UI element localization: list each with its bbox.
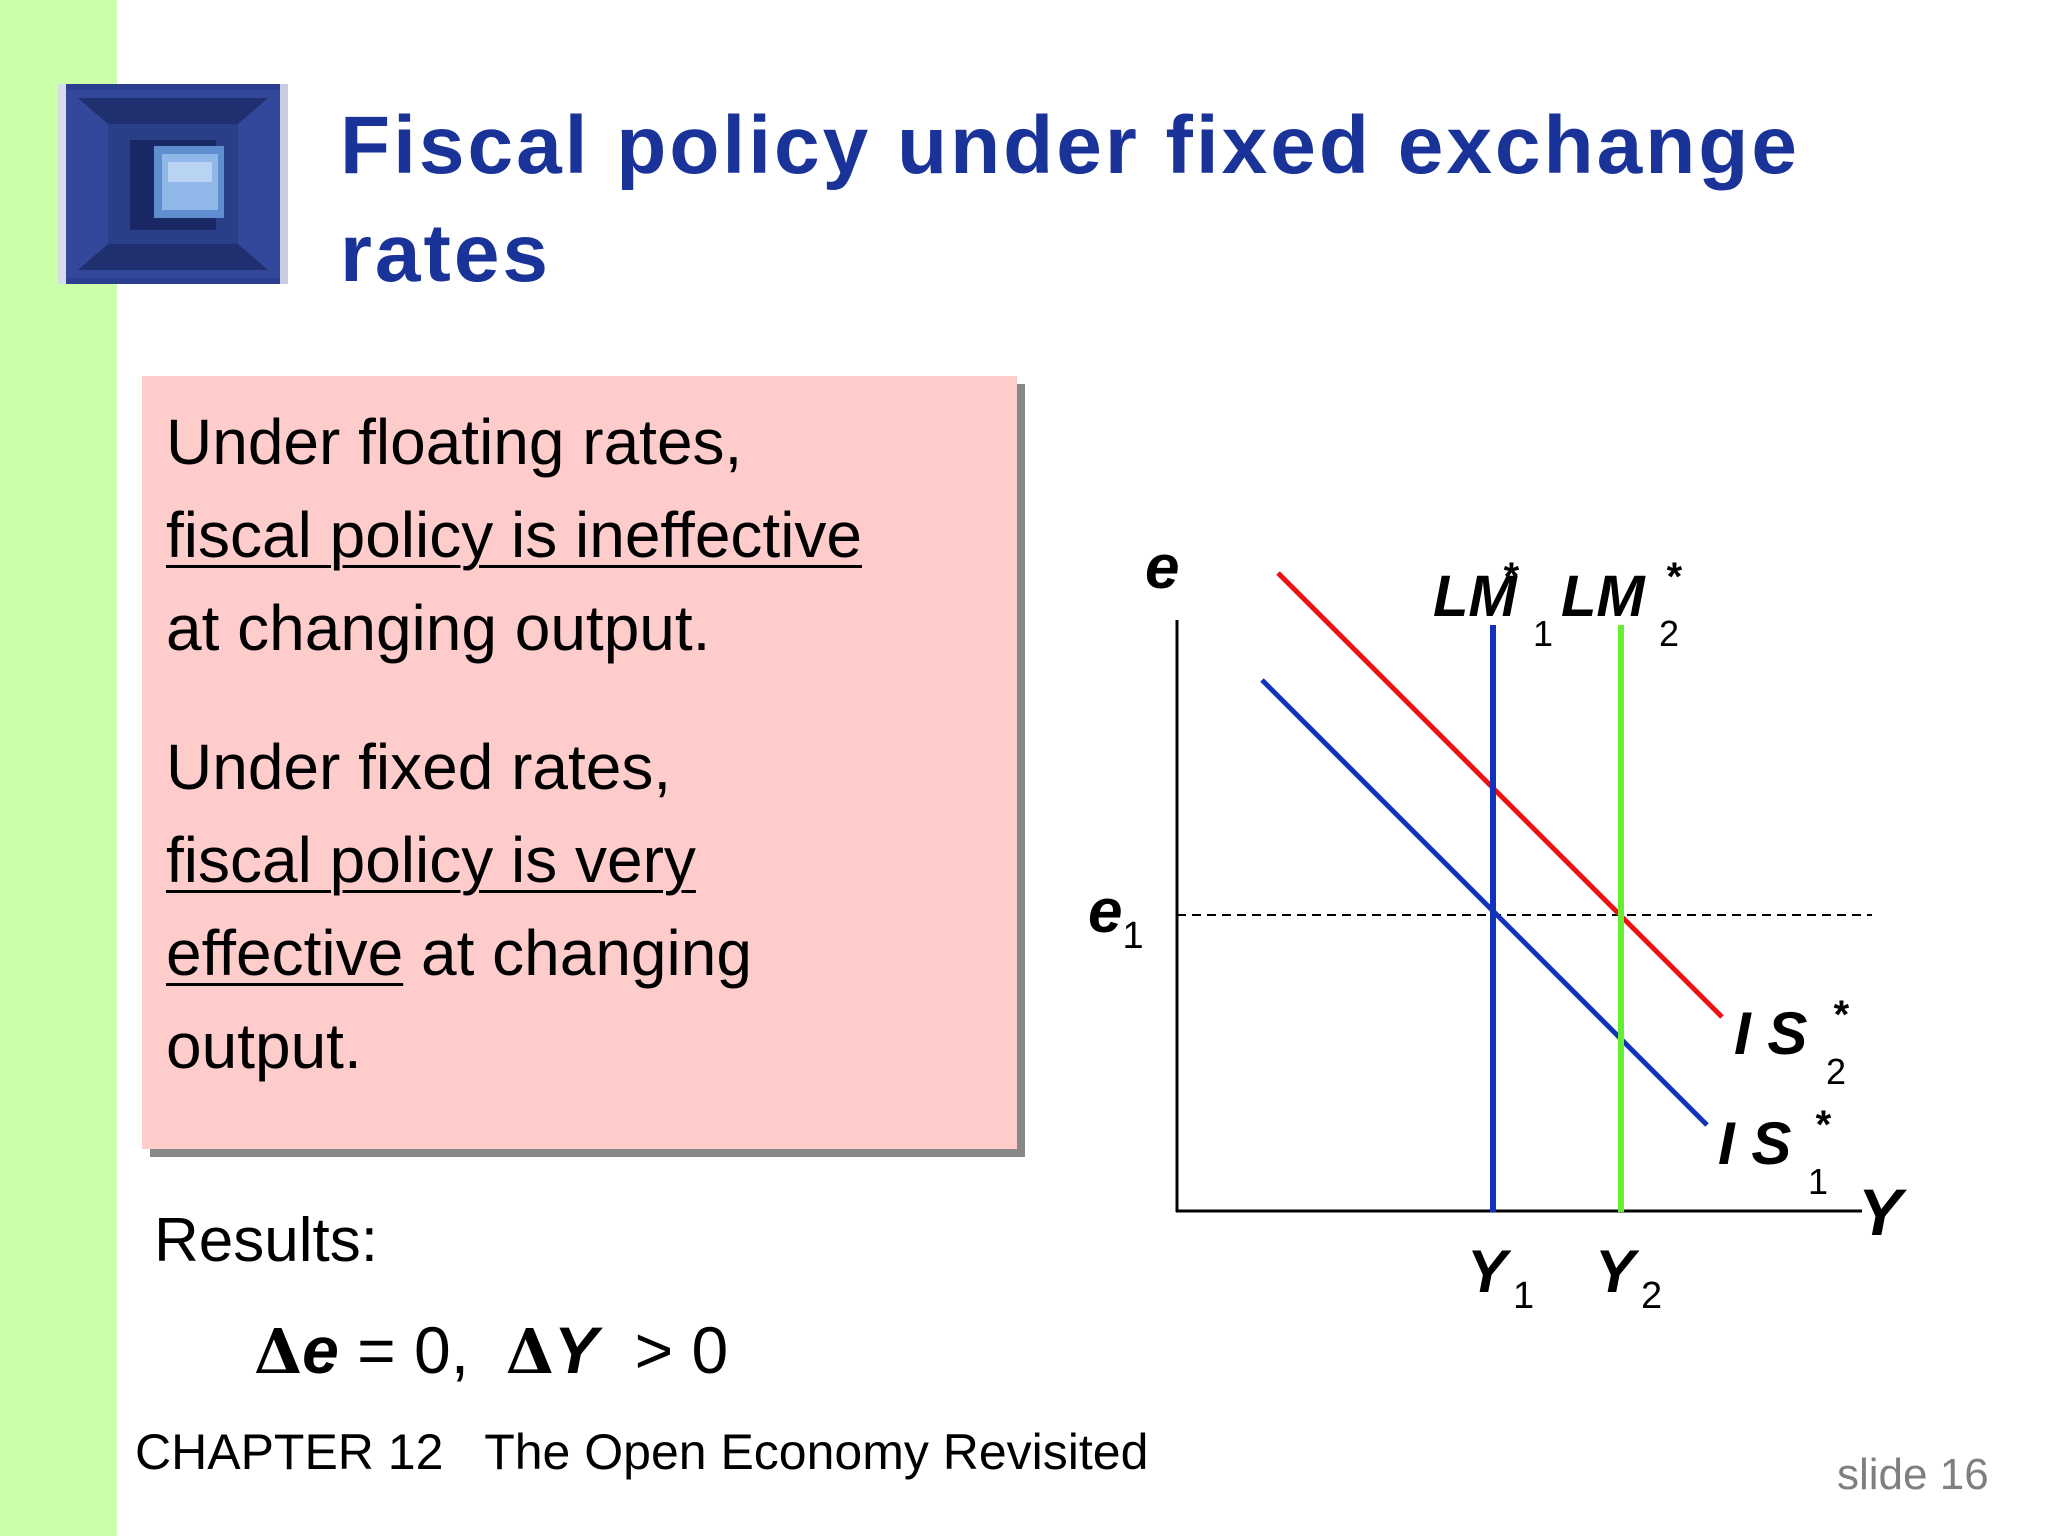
lm1-sub: 1 <box>1533 613 1553 654</box>
delta-symbol-y: Δ <box>505 1315 554 1388</box>
is2-sup: * <box>1832 993 1850 1037</box>
is1-label: I S * 1 <box>1718 1103 1832 1202</box>
is1-main: I S <box>1718 1110 1791 1177</box>
is1-sup: * <box>1814 1103 1832 1147</box>
y-axis-label: e <box>1145 533 1179 602</box>
eq-part-1: = 0, <box>338 1313 506 1387</box>
is2-curve <box>1276 571 1724 1019</box>
chapter-footer: CHAPTER 12 The Open Economy Revisited <box>135 1424 1149 1480</box>
var-y: Y <box>553 1313 598 1387</box>
results-label: Results: <box>154 1206 378 1275</box>
is2-main: I S <box>1734 1000 1807 1067</box>
fixed-rates-paragraph: Under fixed rates, fiscal policy is very… <box>166 721 993 1093</box>
e1-sub: 1 <box>1122 915 1143 957</box>
x-axis-label: Y <box>1858 1175 1907 1249</box>
floating-line-3: at changing output. <box>166 592 711 664</box>
e1-main: e <box>1088 877 1122 946</box>
lm2-label: LM * 2 <box>1561 555 1683 654</box>
is1-sub: 1 <box>1808 1161 1828 1202</box>
y1-main: Y <box>1467 1238 1512 1305</box>
lm2-main: LM <box>1561 564 1646 629</box>
y1-sub: 1 <box>1513 1275 1534 1317</box>
results-equation: Δe = 0, ΔY > 0 <box>254 1312 728 1388</box>
slide-title: Fiscal policy under fixed exchange rates <box>340 100 1801 299</box>
lm1-sup: * <box>1502 555 1520 599</box>
y2-sub: 2 <box>1641 1275 1662 1317</box>
eq-part-2: > 0 <box>597 1313 729 1387</box>
fixed-underlined-text-2: effective <box>166 917 404 989</box>
fixed-line-1: Under fixed rates, <box>166 731 672 803</box>
delta-symbol-e: Δ <box>254 1315 303 1388</box>
slide-number: slide 16 <box>1837 1450 1989 1499</box>
lm2-sup: * <box>1665 555 1683 599</box>
lm1-main: LM <box>1433 564 1518 629</box>
is2-label: I S * 2 <box>1734 993 1850 1092</box>
lm2-sub: 2 <box>1659 613 1679 654</box>
var-e: e <box>302 1313 339 1387</box>
fixed-line-4: output. <box>166 1010 362 1082</box>
floating-underlined-text: fiscal policy is ineffective <box>166 499 862 571</box>
floating-rates-paragraph: Under floating rates, fiscal policy is i… <box>166 396 993 675</box>
summary-text-box: Under floating rates, fiscal policy is i… <box>142 376 1017 1149</box>
fixed-underlined-text-1: fiscal policy is very <box>166 824 696 896</box>
floating-line-1: Under floating rates, <box>166 406 743 478</box>
y2-main: Y <box>1595 1238 1640 1305</box>
logo-image <box>58 84 288 284</box>
is1-curve <box>1260 678 1709 1127</box>
e1-label: e1 <box>1088 877 1144 957</box>
fixed-line-3-tail: at changing <box>403 917 752 989</box>
lm1-label: LM* 1 <box>1433 555 1553 654</box>
is2-sub: 2 <box>1826 1051 1846 1092</box>
